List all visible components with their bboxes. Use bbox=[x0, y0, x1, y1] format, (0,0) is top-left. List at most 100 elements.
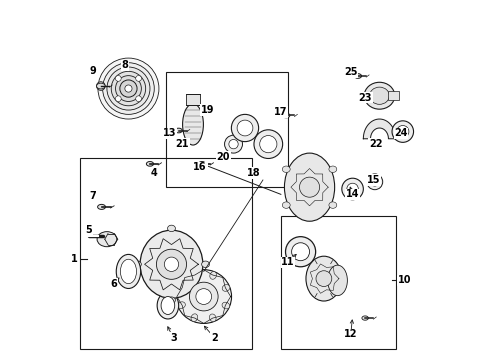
Circle shape bbox=[116, 96, 121, 102]
Text: 2: 2 bbox=[211, 333, 218, 343]
Ellipse shape bbox=[364, 82, 395, 109]
Text: 3: 3 bbox=[170, 333, 177, 343]
Ellipse shape bbox=[222, 302, 230, 309]
Circle shape bbox=[397, 126, 409, 138]
Text: 15: 15 bbox=[367, 175, 380, 185]
Circle shape bbox=[116, 76, 121, 81]
Circle shape bbox=[347, 183, 358, 195]
Ellipse shape bbox=[362, 316, 368, 320]
Ellipse shape bbox=[329, 166, 337, 172]
Circle shape bbox=[286, 237, 316, 267]
Ellipse shape bbox=[285, 153, 335, 221]
Ellipse shape bbox=[222, 285, 230, 291]
Ellipse shape bbox=[369, 87, 390, 104]
Ellipse shape bbox=[306, 256, 342, 301]
Text: 8: 8 bbox=[122, 60, 128, 70]
Text: 6: 6 bbox=[111, 279, 118, 289]
Bar bbox=[166, 72, 288, 187]
Circle shape bbox=[111, 71, 146, 106]
Text: 19: 19 bbox=[200, 105, 214, 115]
Text: 9: 9 bbox=[89, 66, 96, 76]
Text: 23: 23 bbox=[358, 93, 372, 103]
Text: 21: 21 bbox=[175, 139, 189, 149]
Text: 20: 20 bbox=[217, 152, 230, 162]
Text: 16: 16 bbox=[194, 162, 207, 172]
Circle shape bbox=[237, 120, 253, 136]
Text: 7: 7 bbox=[89, 191, 96, 201]
Text: 12: 12 bbox=[344, 329, 358, 339]
Ellipse shape bbox=[121, 259, 137, 284]
Ellipse shape bbox=[201, 261, 210, 267]
Ellipse shape bbox=[191, 314, 198, 321]
Text: 4: 4 bbox=[150, 168, 157, 178]
Circle shape bbox=[229, 139, 238, 149]
Ellipse shape bbox=[192, 271, 198, 279]
Ellipse shape bbox=[133, 261, 141, 267]
Circle shape bbox=[102, 63, 154, 114]
Circle shape bbox=[196, 289, 212, 305]
Ellipse shape bbox=[354, 74, 362, 78]
Circle shape bbox=[97, 82, 105, 90]
Ellipse shape bbox=[178, 284, 186, 291]
Ellipse shape bbox=[198, 162, 205, 166]
Text: 18: 18 bbox=[247, 168, 261, 178]
Ellipse shape bbox=[175, 128, 182, 133]
Ellipse shape bbox=[209, 314, 216, 322]
Text: 14: 14 bbox=[346, 189, 359, 199]
Ellipse shape bbox=[329, 202, 337, 208]
Text: 25: 25 bbox=[344, 67, 358, 77]
Ellipse shape bbox=[178, 302, 185, 309]
Circle shape bbox=[292, 243, 310, 261]
Ellipse shape bbox=[283, 113, 290, 118]
Ellipse shape bbox=[168, 297, 175, 303]
Circle shape bbox=[136, 76, 142, 81]
Bar bbox=[186, 94, 200, 105]
Bar bbox=[80, 158, 252, 348]
Text: 13: 13 bbox=[163, 129, 176, 138]
Ellipse shape bbox=[282, 202, 290, 208]
Text: 1: 1 bbox=[71, 254, 78, 264]
Ellipse shape bbox=[140, 230, 203, 298]
Ellipse shape bbox=[97, 231, 117, 247]
Ellipse shape bbox=[98, 204, 105, 210]
Ellipse shape bbox=[116, 255, 141, 288]
Ellipse shape bbox=[157, 292, 179, 319]
Circle shape bbox=[299, 177, 319, 197]
Ellipse shape bbox=[147, 162, 153, 166]
Ellipse shape bbox=[183, 104, 203, 145]
Circle shape bbox=[254, 130, 283, 158]
Ellipse shape bbox=[168, 225, 175, 231]
Bar bbox=[389, 91, 399, 100]
Ellipse shape bbox=[210, 271, 217, 279]
Ellipse shape bbox=[282, 166, 290, 172]
Circle shape bbox=[231, 114, 259, 141]
Ellipse shape bbox=[176, 270, 232, 323]
Circle shape bbox=[156, 249, 187, 279]
Circle shape bbox=[316, 271, 332, 287]
Ellipse shape bbox=[97, 83, 105, 89]
Circle shape bbox=[120, 80, 137, 97]
Text: 5: 5 bbox=[86, 225, 93, 235]
Circle shape bbox=[136, 96, 142, 102]
Circle shape bbox=[107, 67, 150, 110]
Ellipse shape bbox=[328, 265, 347, 296]
Circle shape bbox=[164, 257, 179, 271]
Text: 17: 17 bbox=[274, 107, 288, 117]
Text: 24: 24 bbox=[394, 129, 408, 138]
Text: 22: 22 bbox=[369, 139, 383, 149]
Text: 11: 11 bbox=[281, 257, 295, 267]
Circle shape bbox=[125, 85, 132, 92]
Circle shape bbox=[116, 76, 141, 102]
Circle shape bbox=[342, 178, 364, 200]
Ellipse shape bbox=[161, 297, 175, 315]
Circle shape bbox=[98, 58, 159, 119]
Polygon shape bbox=[364, 119, 395, 139]
Circle shape bbox=[367, 174, 383, 190]
Circle shape bbox=[370, 177, 379, 186]
Bar bbox=[281, 216, 395, 348]
Circle shape bbox=[190, 282, 218, 311]
Circle shape bbox=[224, 135, 243, 153]
Text: 10: 10 bbox=[398, 275, 411, 285]
Circle shape bbox=[260, 135, 277, 153]
Circle shape bbox=[392, 121, 414, 142]
